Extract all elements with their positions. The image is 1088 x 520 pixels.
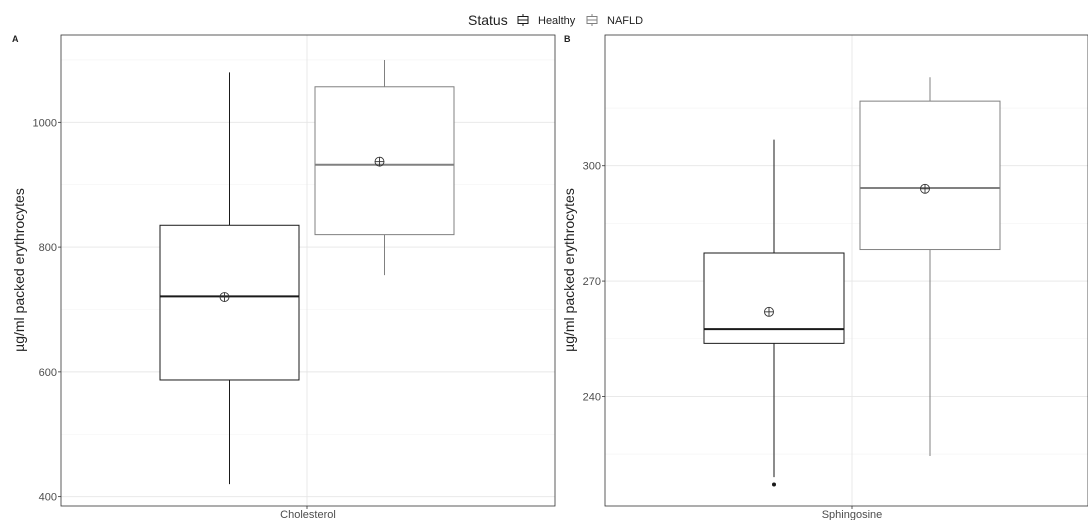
panel-a-border xyxy=(60,34,556,507)
legend-key-healthy xyxy=(517,14,529,26)
panel-a-x-tick-label: Cholesterol xyxy=(280,509,336,520)
y-tick-label: 300 xyxy=(583,161,601,173)
panel-b-x-tick-label: Sphingosine xyxy=(822,509,883,520)
y-tick-label: 1000 xyxy=(33,117,57,129)
legend-label-healthy: Healthy xyxy=(538,15,576,27)
healthy-box xyxy=(159,224,300,381)
legend-title: Status xyxy=(468,12,508,28)
y-tick-label: 240 xyxy=(583,391,601,403)
healthy-outlier-point xyxy=(772,482,776,487)
panel-b-border xyxy=(604,34,1088,507)
panel-b-grid xyxy=(605,35,1088,506)
y-tick-label: 800 xyxy=(39,242,57,254)
legend: Status Healthy NAFLD xyxy=(468,12,643,28)
legend-key-nafld xyxy=(586,14,598,26)
y-tick-label: 270 xyxy=(583,276,601,288)
panel-a-grid xyxy=(61,35,555,506)
panel-a: A µg/ml packed erythrocytes Cholesterol … xyxy=(11,34,556,520)
panel-b-y-axis-label: µg/ml packed erythrocytes xyxy=(561,188,577,352)
y-tick-label: 400 xyxy=(39,492,57,504)
panel-b: B µg/ml packed erythrocytes Sphingosine … xyxy=(561,34,1088,520)
nafld-box xyxy=(859,100,1001,251)
panel-b-y-ticks: 240 270 300 xyxy=(583,161,853,509)
y-tick-label: 600 xyxy=(39,367,57,379)
panel-a-y-axis-label: µg/ml packed erythrocytes xyxy=(11,188,27,352)
panel-a-boxes xyxy=(159,59,455,485)
nafld-box xyxy=(314,86,455,236)
panel-a-y-ticks: 400 600 800 1000 xyxy=(33,117,308,509)
panel-b-tag: B xyxy=(564,34,571,44)
legend-label-nafld: NAFLD xyxy=(607,15,643,27)
panel-b-boxes xyxy=(703,77,1001,487)
panel-a-tag: A xyxy=(12,34,19,44)
